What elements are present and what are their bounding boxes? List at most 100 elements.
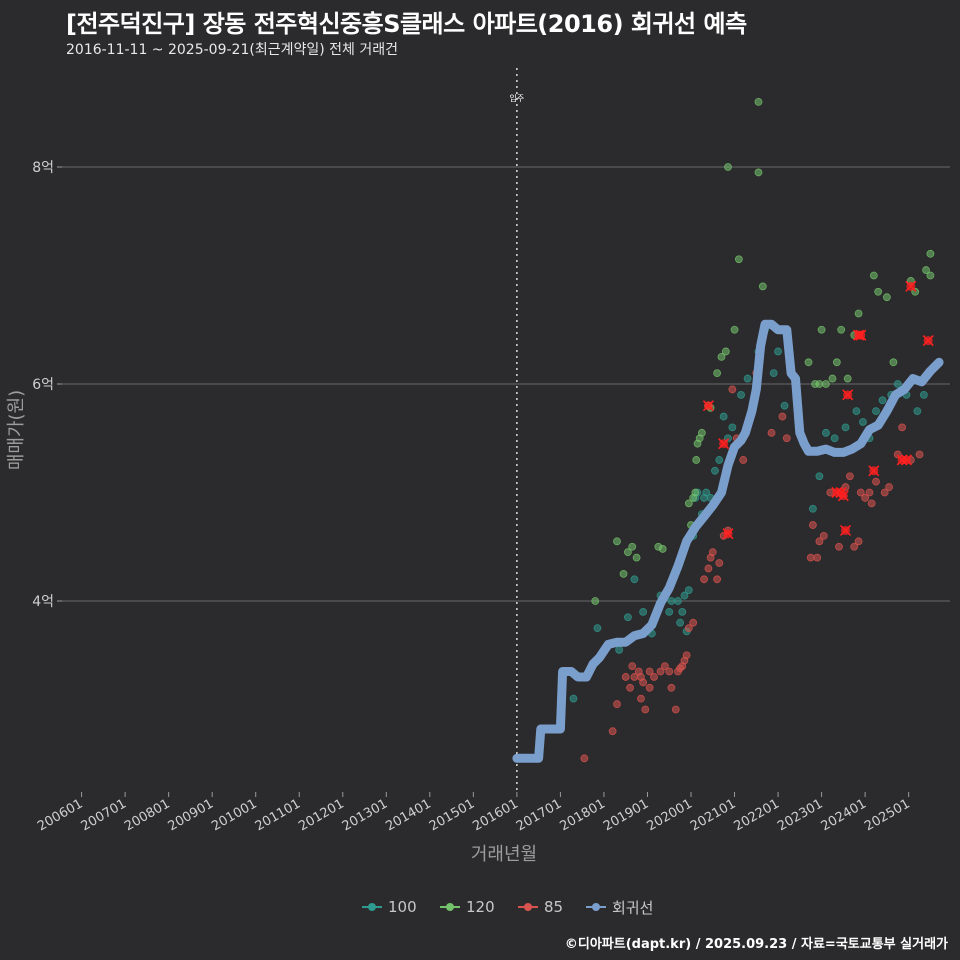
point-100 xyxy=(728,423,737,432)
point-100 xyxy=(743,374,752,383)
point-120 xyxy=(730,325,739,334)
point-120 xyxy=(874,287,883,296)
legend-key-85 xyxy=(516,895,540,919)
point-120 xyxy=(843,374,852,383)
chart-subtitle: 2016-11-11 ~ 2025-09-21(최근계약일) 전체 거래건 xyxy=(66,42,398,58)
x-tick-label: 201301 xyxy=(340,796,390,834)
point-120 xyxy=(623,548,632,557)
point-100 xyxy=(711,466,719,475)
point-85 xyxy=(628,662,637,670)
legend-label-85: 85 xyxy=(544,898,564,916)
y-tick-label: 4억 xyxy=(32,594,54,610)
x-tick-label: 200801 xyxy=(122,796,172,834)
point-120 xyxy=(692,456,701,464)
regression-line xyxy=(512,319,944,763)
point-85 xyxy=(865,488,874,497)
point-100 xyxy=(615,645,624,654)
point-85 xyxy=(739,456,748,464)
x-axis-title: 거래년월 xyxy=(471,844,537,865)
x-tick-label: 200601 xyxy=(35,796,85,834)
point-85 xyxy=(778,412,787,421)
point-85 xyxy=(880,488,889,497)
point-85 xyxy=(867,499,876,508)
point-85 xyxy=(621,673,630,681)
point-100 xyxy=(769,369,778,378)
highlight-x-mark xyxy=(922,335,934,347)
point-85 xyxy=(637,694,645,703)
x-tick-label: 201201 xyxy=(296,796,346,834)
point-85 xyxy=(665,667,674,676)
point-100 xyxy=(878,396,887,405)
point-120 xyxy=(815,380,824,388)
highlight-x-mark xyxy=(842,389,854,401)
legend-item-100[interactable]: 100 xyxy=(360,895,417,919)
x-tick-label: 200901 xyxy=(166,796,216,834)
point-100 xyxy=(674,597,682,605)
point-85 xyxy=(813,553,822,562)
x-tick-label: 201101 xyxy=(253,796,303,834)
x-tick-label: 201401 xyxy=(383,796,433,834)
point-85 xyxy=(580,754,589,763)
x-tick-label: 201001 xyxy=(209,796,259,834)
point-100 xyxy=(859,418,867,426)
point-85 xyxy=(872,477,880,486)
point-120 xyxy=(684,499,693,508)
x-tick-label: 202501 xyxy=(862,796,912,834)
point-85 xyxy=(713,575,722,584)
chart-title: [전주덕진구] 장동 전주혁신중흥S클래스 아파트(2016) 회귀선 예측 xyxy=(66,10,747,38)
point-120 xyxy=(697,428,706,437)
y-axis-title: 매매가(원) xyxy=(6,390,27,470)
point-120 xyxy=(889,358,898,367)
point-120 xyxy=(922,266,930,274)
x-tick-label: 202401 xyxy=(819,796,869,834)
legend-item-85[interactable]: 85 xyxy=(516,895,563,919)
point-85 xyxy=(700,575,708,584)
highlight-x-mark xyxy=(905,280,917,292)
point-100 xyxy=(913,407,922,416)
point-85 xyxy=(626,683,634,692)
legend-item-120[interactable]: 120 xyxy=(438,895,495,919)
point-120 xyxy=(854,309,863,318)
x-tick-label: 202001 xyxy=(645,796,695,834)
point-100 xyxy=(680,591,689,600)
point-120 xyxy=(691,488,700,497)
y-tick-label: 8억 xyxy=(32,160,54,176)
legend-key-regression xyxy=(584,895,608,919)
point-100 xyxy=(569,694,578,703)
source-caption: ©디아파트(dapt.kr) / 2025.09.23 / 자료=국토교통부 실… xyxy=(564,937,948,952)
point-85 xyxy=(806,553,815,562)
point-85 xyxy=(819,532,828,540)
point-100 xyxy=(841,423,850,432)
legend-label-regression: 회귀선 xyxy=(612,898,654,917)
point-120 xyxy=(926,249,935,258)
point-85 xyxy=(782,434,791,443)
point-100 xyxy=(830,434,839,443)
point-120 xyxy=(658,545,667,553)
point-120 xyxy=(804,358,813,367)
point-85 xyxy=(704,564,713,573)
point-85 xyxy=(835,542,843,551)
highlight-x-mark xyxy=(839,524,852,537)
highlighted-points xyxy=(702,280,934,540)
point-120 xyxy=(754,168,763,177)
point-85 xyxy=(608,727,617,736)
legend-item-regression[interactable]: 회귀선 xyxy=(584,895,653,919)
point-85 xyxy=(660,662,669,670)
point-120 xyxy=(613,537,621,546)
point-85 xyxy=(639,678,648,687)
point-85 xyxy=(708,548,717,557)
point-85 xyxy=(641,705,650,714)
highlight-x-mark xyxy=(900,454,913,466)
x-tick-label: 202301 xyxy=(775,796,825,834)
y-tick-label: 6억 xyxy=(32,377,54,393)
x-tick-label: 201801 xyxy=(557,796,607,834)
point-120 xyxy=(628,542,637,551)
point-120 xyxy=(817,325,826,334)
x-tick-label: 200701 xyxy=(79,796,129,834)
x-tick-label: 201501 xyxy=(427,796,477,834)
point-85 xyxy=(915,450,924,459)
legend-key-120 xyxy=(438,895,462,919)
point-120 xyxy=(721,347,730,356)
x-tick-label: 201901 xyxy=(601,796,651,834)
point-85 xyxy=(671,705,680,714)
